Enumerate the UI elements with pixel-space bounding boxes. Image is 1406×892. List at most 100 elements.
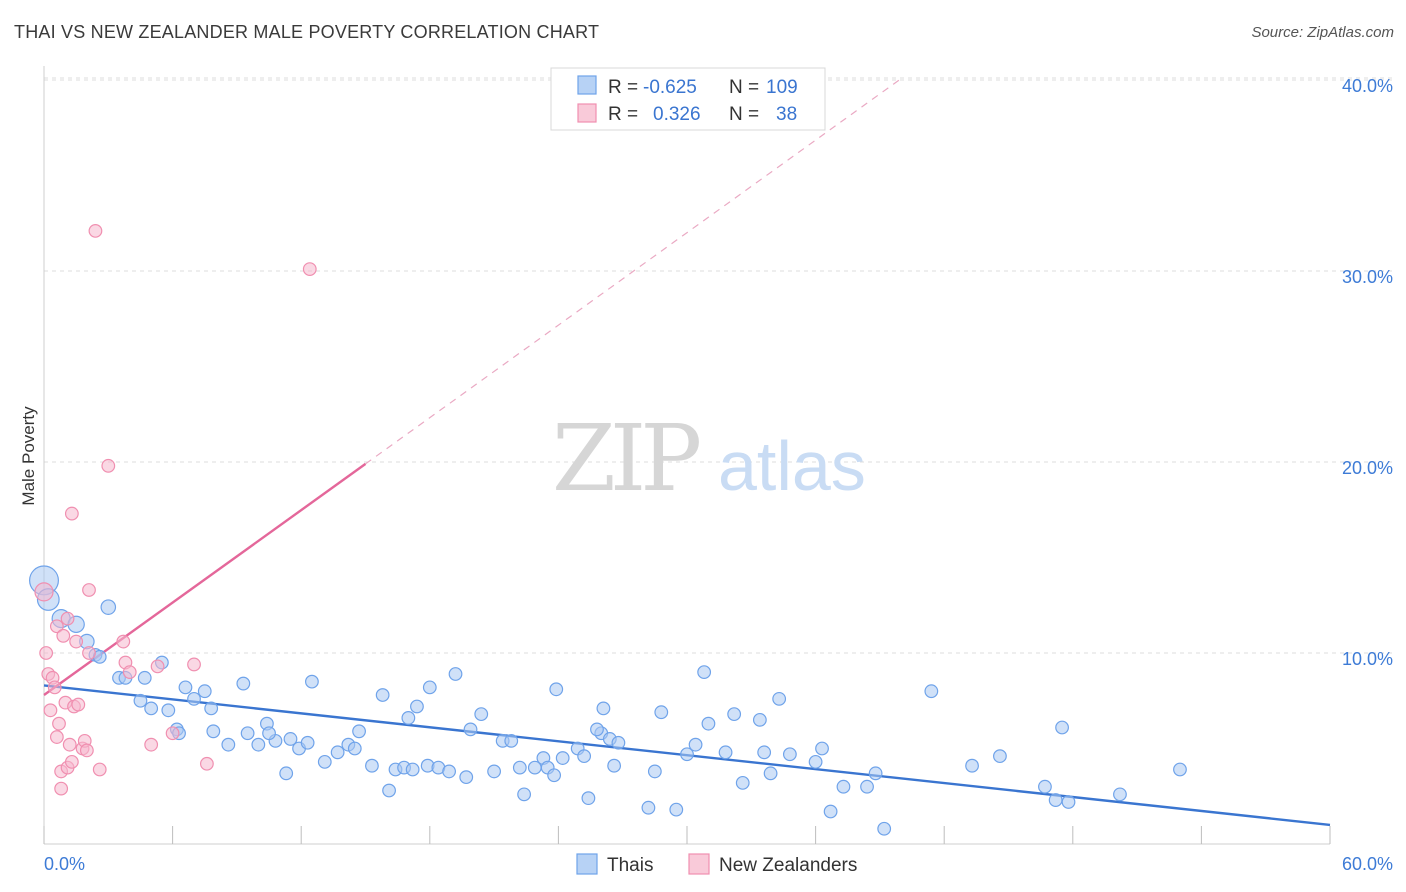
y-tick-label: 10.0% bbox=[1342, 649, 1393, 669]
new-zealanders-point bbox=[60, 611, 75, 626]
thais-point bbox=[382, 783, 396, 798]
thais-point bbox=[1048, 793, 1063, 807]
new-zealanders-point bbox=[71, 697, 86, 712]
new-zealanders-point bbox=[165, 726, 180, 741]
legend-n-label: N = bbox=[729, 104, 759, 125]
thais-point bbox=[549, 682, 564, 697]
thais-point bbox=[283, 732, 298, 746]
thais-point bbox=[782, 747, 797, 762]
thais-point bbox=[347, 741, 362, 756]
new-zealanders-point bbox=[199, 756, 214, 771]
thais-point bbox=[517, 787, 532, 802]
thais-point bbox=[815, 741, 829, 756]
thais-point bbox=[688, 737, 703, 752]
legend-label-thais: Thais bbox=[607, 855, 653, 876]
axes bbox=[43, 66, 1331, 845]
legend-n-value: 38 bbox=[776, 104, 797, 125]
new-zealanders-point bbox=[56, 628, 71, 643]
thais-point bbox=[375, 688, 390, 702]
thais-point bbox=[422, 680, 437, 695]
thais-point bbox=[752, 712, 767, 727]
thais-point bbox=[607, 758, 622, 773]
new-zealanders-point bbox=[43, 703, 58, 718]
watermark-zip: ZIP bbox=[552, 405, 699, 512]
thais-point bbox=[410, 699, 424, 714]
thais-point bbox=[547, 768, 562, 783]
thais-point bbox=[405, 762, 420, 777]
new-zealanders-point bbox=[302, 262, 317, 276]
thais-point bbox=[555, 751, 570, 765]
thais-point bbox=[868, 766, 883, 781]
thais-point bbox=[206, 724, 221, 739]
thais-point bbox=[669, 802, 684, 817]
legend-swatch-thais bbox=[576, 853, 598, 875]
thais-point bbox=[647, 764, 662, 779]
thais-point bbox=[1113, 787, 1127, 802]
thais-point bbox=[590, 722, 604, 737]
legend-label-new-zealanders: New Zealanders bbox=[719, 855, 857, 876]
new-zealanders-point bbox=[69, 634, 84, 649]
y-tick-label: 30.0% bbox=[1342, 267, 1393, 287]
thais-point bbox=[757, 745, 772, 760]
legend-r-label: R = bbox=[608, 77, 638, 98]
thais-point bbox=[365, 758, 379, 773]
thais-point bbox=[727, 707, 742, 722]
new-zealanders-point bbox=[187, 657, 201, 672]
legend-r-value: -0.625 bbox=[643, 77, 697, 98]
thais-point bbox=[1055, 720, 1069, 735]
watermark-atlas: atlas bbox=[718, 427, 866, 505]
new-zealanders-point bbox=[150, 659, 165, 674]
thais-point bbox=[137, 670, 152, 685]
new-zealanders-point bbox=[47, 680, 62, 695]
series-legend: Thais New Zealanders bbox=[576, 853, 857, 876]
legend-n-label: N = bbox=[729, 77, 759, 98]
thais-point bbox=[161, 703, 176, 718]
thais-point bbox=[504, 733, 519, 748]
new-zealanders-point bbox=[116, 634, 131, 649]
new-zealanders-point bbox=[39, 646, 54, 660]
thais-point bbox=[654, 705, 669, 720]
thais-point bbox=[577, 749, 592, 764]
thais-point bbox=[305, 674, 319, 689]
thais-point bbox=[330, 745, 345, 760]
new-zealanders-trend-extension bbox=[365, 79, 900, 465]
legend-n-value: 109 bbox=[766, 77, 798, 98]
new-zealanders-point bbox=[34, 582, 54, 602]
thais-point bbox=[512, 760, 527, 775]
thais-point bbox=[448, 667, 463, 681]
thais-point bbox=[701, 716, 716, 731]
thais-point bbox=[1061, 795, 1076, 809]
y-tick-label: 20.0% bbox=[1342, 458, 1393, 478]
thais-point bbox=[463, 722, 478, 737]
thais-point bbox=[197, 684, 212, 699]
thais-point bbox=[860, 779, 874, 794]
thais-point bbox=[641, 800, 656, 815]
new-zealanders-point bbox=[62, 737, 77, 752]
thais-point bbox=[442, 764, 456, 779]
new-zealanders-point bbox=[92, 762, 107, 777]
thais-point bbox=[697, 665, 712, 679]
new-zealanders-point bbox=[82, 646, 96, 660]
thais-point bbox=[459, 770, 474, 785]
legend-swatch-new-zealanders bbox=[577, 103, 597, 123]
thais-point bbox=[317, 754, 332, 769]
thais-point bbox=[808, 754, 823, 769]
thais-point bbox=[133, 693, 148, 708]
thais-point bbox=[924, 684, 939, 699]
legend-r-label: R = bbox=[608, 104, 638, 125]
gridlines bbox=[44, 77, 1392, 654]
thais-point bbox=[262, 726, 276, 741]
thais-point bbox=[993, 749, 1007, 764]
thais-point bbox=[836, 779, 851, 794]
thais-point bbox=[144, 701, 159, 716]
source-label: Source: ZipAtlas.com bbox=[1251, 24, 1394, 41]
x-tick-label: 60.0% bbox=[1342, 854, 1393, 874]
new-zealanders-point bbox=[49, 730, 64, 744]
thais-point bbox=[300, 735, 315, 750]
thais-point bbox=[965, 758, 979, 773]
thais-point bbox=[877, 821, 892, 836]
thais-point bbox=[718, 745, 733, 760]
thais-point bbox=[772, 691, 787, 706]
correlation-legend: R = -0.625 N = 109 R = 0.326 N = 38 bbox=[550, 67, 826, 131]
